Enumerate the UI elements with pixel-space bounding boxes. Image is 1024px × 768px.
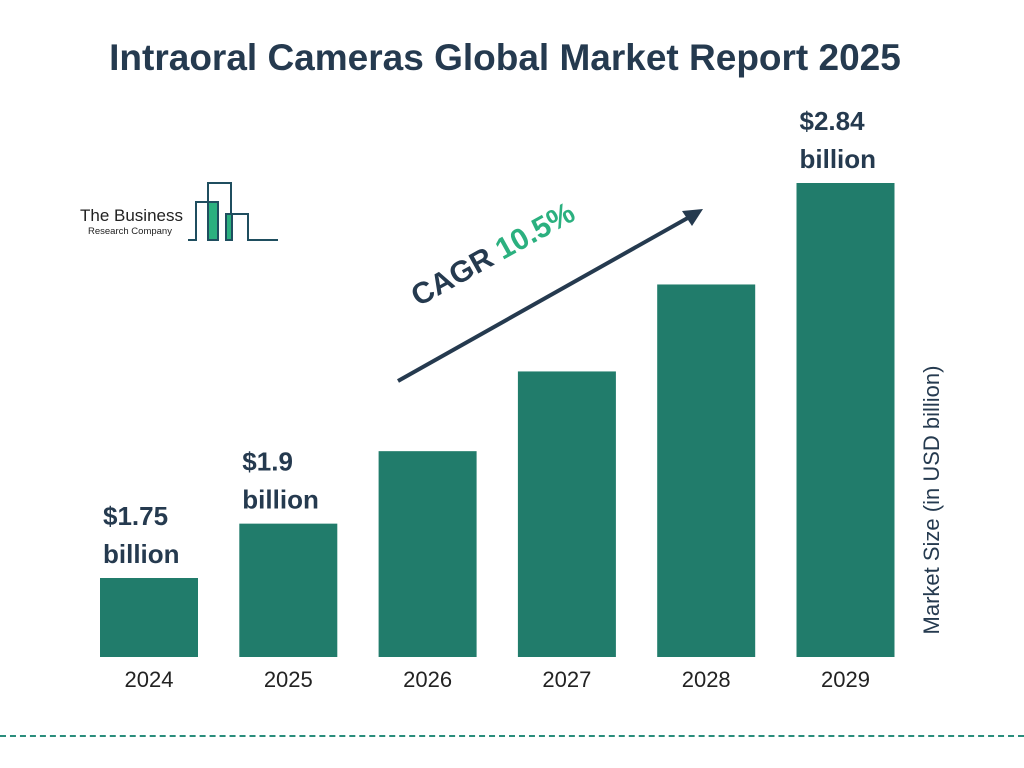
data-label: $2.84 bbox=[800, 106, 866, 136]
bar-2029 bbox=[796, 183, 895, 657]
data-label: billion bbox=[103, 539, 180, 569]
x-tick-label: 2025 bbox=[264, 667, 313, 692]
cagr-arrow-head-icon bbox=[682, 209, 703, 226]
data-label: billion bbox=[242, 485, 319, 515]
logo-line1: The Business bbox=[80, 206, 183, 225]
x-tick-label: 2028 bbox=[682, 667, 731, 692]
bar-2027 bbox=[517, 371, 616, 657]
y-axis-label: Market Size (in USD billion) bbox=[919, 365, 944, 635]
bar-2028 bbox=[657, 284, 756, 657]
bar-2025 bbox=[239, 523, 338, 657]
bar-2024 bbox=[100, 578, 198, 657]
divider bbox=[0, 735, 1024, 737]
logo-line2: Research Company bbox=[88, 226, 172, 237]
x-tick-label: 2027 bbox=[542, 667, 591, 692]
chart-title: Intraoral Cameras Global Market Report 2… bbox=[109, 37, 901, 78]
cagr-arrow-line bbox=[397, 213, 694, 383]
logo-buildings-icon bbox=[188, 182, 278, 241]
data-label: billion bbox=[800, 144, 877, 174]
x-tick-label: 2026 bbox=[403, 667, 452, 692]
bar-2026 bbox=[378, 451, 477, 657]
data-label: $1.75 bbox=[103, 501, 168, 531]
x-tick-label: 2029 bbox=[821, 667, 870, 692]
company-logo: The Business Research Company bbox=[78, 180, 288, 245]
x-tick-label: 2024 bbox=[125, 667, 174, 692]
data-label: $1.9 bbox=[242, 447, 293, 477]
